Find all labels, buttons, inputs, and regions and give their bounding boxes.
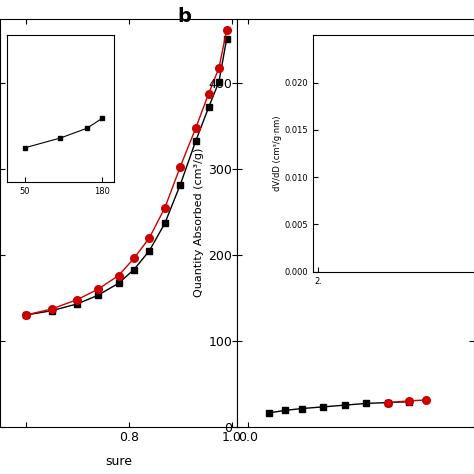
Y-axis label: Quantity Absorbed (cm³/g): Quantity Absorbed (cm³/g) xyxy=(194,148,204,298)
Text: sure: sure xyxy=(105,455,132,468)
Text: b: b xyxy=(178,7,191,26)
